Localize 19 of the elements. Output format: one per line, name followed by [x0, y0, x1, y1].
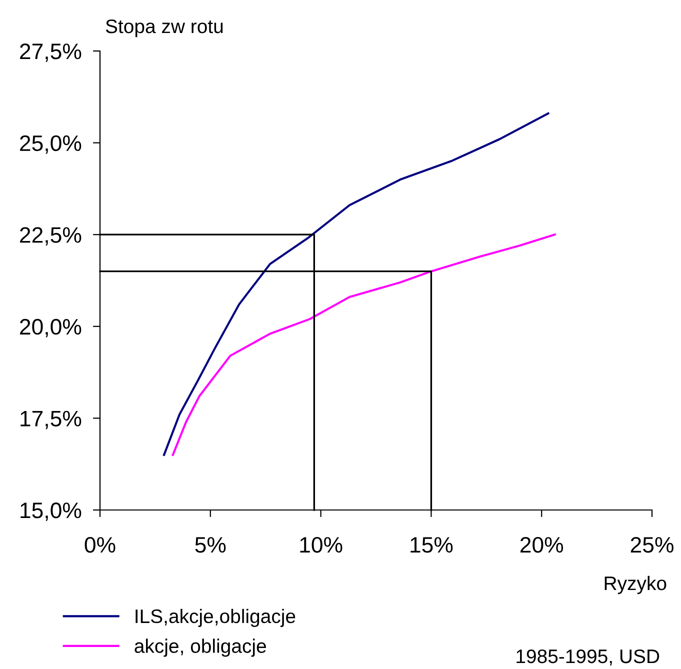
- text: 1985-1995, USD: [516, 649, 660, 666]
- y-tick-label: 25,0%: [20, 135, 82, 154]
- x-tick-label: 15%: [410, 537, 453, 553]
- x-tick-label: 20%: [520, 536, 564, 553]
- line-series: [172, 234, 556, 456]
- y-axis-title: Stopa zw rotu: [106, 19, 223, 38]
- y-tick-label: 27,5%: [20, 44, 82, 62]
- x-tick-label: 5%: [195, 537, 226, 553]
- y-tick-label: 22,5%: [20, 227, 82, 246]
- legend-label: akcje, obligacje: [134, 638, 266, 657]
- y-tick-label: 17,5%: [20, 410, 82, 430]
- legend-label: ILS,akcje,obligacje: [136, 608, 296, 628]
- x-tick-label: 10%: [300, 536, 342, 553]
- x-axis-title: Ryzyko: [604, 576, 666, 594]
- line-series: [162, 112, 550, 456]
- x-tick-label: 25%: [630, 536, 674, 553]
- x-tick-label: 0%: [84, 536, 116, 553]
- y-tick-label: 15,0%: [20, 502, 82, 521]
- y-tick-label: 20,0%: [20, 318, 82, 338]
